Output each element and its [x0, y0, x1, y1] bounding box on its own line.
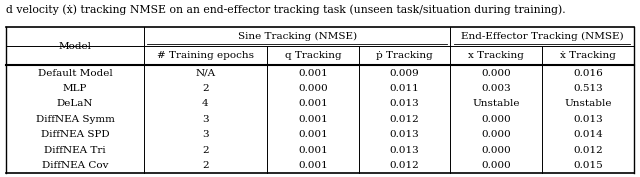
Text: 0.001: 0.001: [298, 130, 328, 139]
Text: 0.013: 0.013: [390, 146, 419, 155]
Text: ṗ Tracking: ṗ Tracking: [376, 51, 433, 60]
Text: 0.012: 0.012: [573, 146, 603, 155]
Text: 0.009: 0.009: [390, 69, 419, 78]
Text: 0.000: 0.000: [481, 130, 511, 139]
Text: DiffNEA SPD: DiffNEA SPD: [41, 130, 109, 139]
Text: q Tracking: q Tracking: [285, 51, 341, 60]
Text: Model: Model: [59, 42, 92, 51]
Text: 0.001: 0.001: [298, 161, 328, 170]
Text: 0.013: 0.013: [390, 130, 419, 139]
Text: 4: 4: [202, 99, 209, 109]
Text: 0.012: 0.012: [390, 161, 419, 170]
Text: 0.000: 0.000: [481, 161, 511, 170]
Text: 0.000: 0.000: [481, 69, 511, 78]
Text: 0.000: 0.000: [481, 115, 511, 124]
Text: 0.012: 0.012: [390, 115, 419, 124]
Text: 0.015: 0.015: [573, 161, 603, 170]
Text: 3: 3: [202, 130, 209, 139]
Text: Sine Tracking (NMSE): Sine Tracking (NMSE): [237, 32, 356, 41]
Text: 0.016: 0.016: [573, 69, 603, 78]
Text: Unstable: Unstable: [564, 99, 612, 109]
Text: End-Effector Tracking (NMSE): End-Effector Tracking (NMSE): [461, 32, 623, 41]
Text: x Tracking: x Tracking: [468, 51, 524, 60]
Text: DiffNEA Symm: DiffNEA Symm: [36, 115, 115, 124]
Text: 2: 2: [202, 161, 209, 170]
Text: DiffNEA Tri: DiffNEA Tri: [44, 146, 106, 155]
Text: 0.000: 0.000: [298, 84, 328, 93]
Text: 3: 3: [202, 115, 209, 124]
Text: Unstable: Unstable: [472, 99, 520, 109]
Text: 2: 2: [202, 146, 209, 155]
Text: # Training epochs: # Training epochs: [157, 51, 254, 60]
Text: 0.513: 0.513: [573, 84, 603, 93]
Text: 0.013: 0.013: [390, 99, 419, 109]
Text: N/A: N/A: [195, 69, 216, 78]
Text: 0.014: 0.014: [573, 130, 603, 139]
Text: d velocity (ẋ) tracking NMSE on an end-effector tracking task (unseen task/situa: d velocity (ẋ) tracking NMSE on an end-e…: [6, 4, 566, 15]
Text: Default Model: Default Model: [38, 69, 113, 78]
Text: DiffNEA Cov: DiffNEA Cov: [42, 161, 108, 170]
Text: 0.001: 0.001: [298, 69, 328, 78]
Text: ẋ Tracking: ẋ Tracking: [560, 51, 616, 60]
Text: 0.000: 0.000: [481, 146, 511, 155]
Text: 0.003: 0.003: [481, 84, 511, 93]
Text: MLP: MLP: [63, 84, 87, 93]
Text: 0.001: 0.001: [298, 146, 328, 155]
Text: DeLaN: DeLaN: [57, 99, 93, 109]
Text: 0.001: 0.001: [298, 115, 328, 124]
Text: 0.013: 0.013: [573, 115, 603, 124]
Text: 0.001: 0.001: [298, 99, 328, 109]
Text: 2: 2: [202, 84, 209, 93]
Text: 0.011: 0.011: [390, 84, 419, 93]
